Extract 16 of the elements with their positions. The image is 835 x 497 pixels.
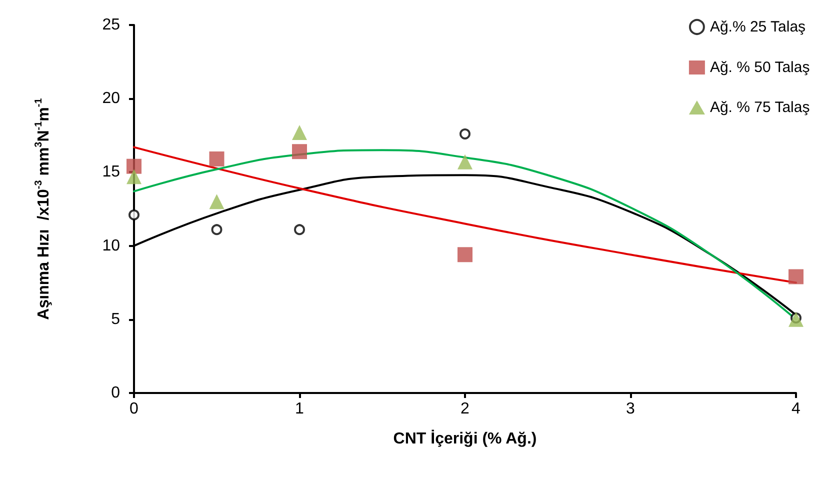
y-tick-label: 15 bbox=[102, 164, 120, 181]
x-tick-label: 2 bbox=[460, 400, 470, 418]
y-tick-label: 20 bbox=[102, 90, 120, 108]
y-tick-label: 5 bbox=[111, 310, 120, 328]
y-tick-label: 0 bbox=[111, 384, 120, 402]
legend-label: Ağ. % 50 Talaş bbox=[710, 59, 810, 76]
y-tick-label: 10 bbox=[102, 237, 120, 254]
x-tick-label: 1 bbox=[295, 400, 304, 418]
legend-label: Ağ. % 75 Talaş bbox=[710, 99, 810, 116]
x-tick-label: 0 bbox=[130, 400, 139, 418]
x-tick-label: 3 bbox=[626, 400, 636, 418]
x-tick-label: 4 bbox=[792, 400, 801, 418]
legend-label: Ağ.% 25 Talaş bbox=[710, 18, 806, 36]
y-tick-label: 25 bbox=[102, 16, 120, 34]
y-axis-title: Aşınma Hızı /x10-3 mm3N-1m-1 bbox=[34, 98, 52, 320]
x-axis-title: CNT İçeriği (% Ağ.) bbox=[393, 430, 537, 448]
